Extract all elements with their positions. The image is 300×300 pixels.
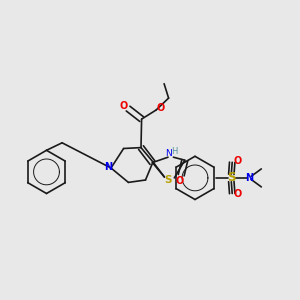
Text: O: O xyxy=(119,101,128,111)
Text: N: N xyxy=(244,173,253,183)
Text: O: O xyxy=(233,189,242,200)
Text: O: O xyxy=(176,176,184,186)
Text: O: O xyxy=(233,156,242,167)
Text: N: N xyxy=(104,161,113,172)
Text: H: H xyxy=(171,147,177,156)
Text: S: S xyxy=(164,175,172,185)
Text: O: O xyxy=(156,103,165,113)
Text: N: N xyxy=(165,149,171,158)
Text: S: S xyxy=(227,171,236,184)
